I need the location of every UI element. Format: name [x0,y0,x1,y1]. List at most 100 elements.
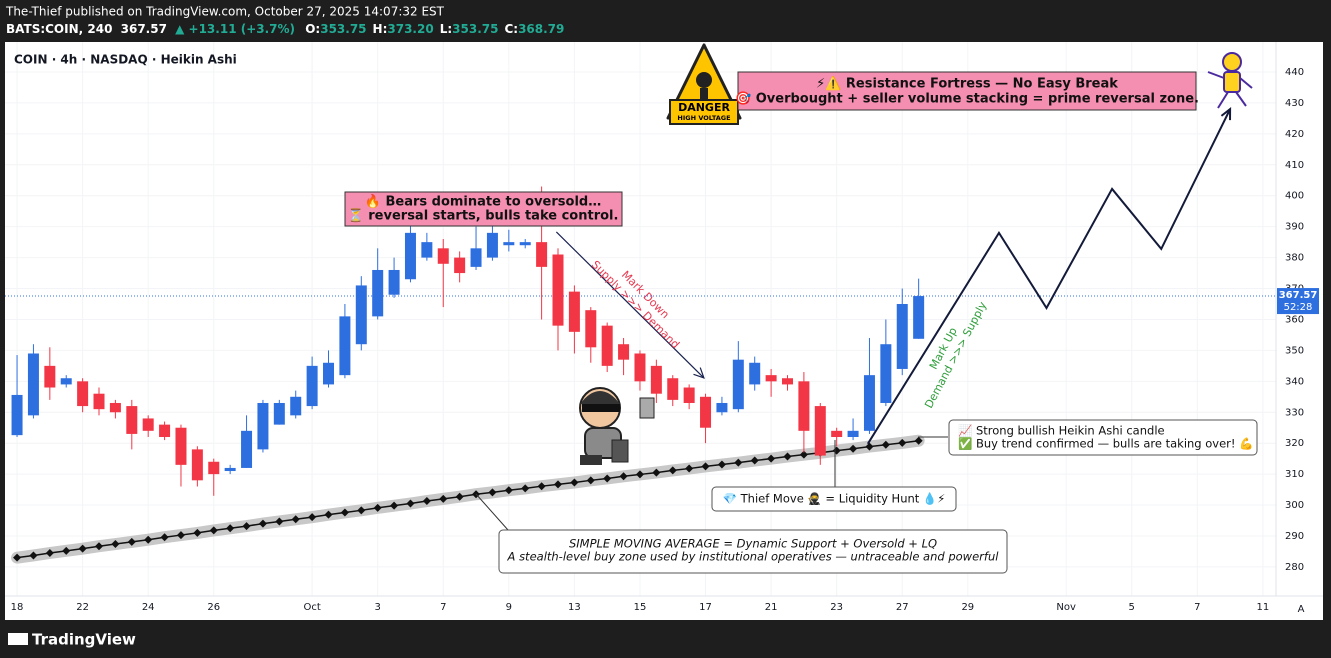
candle-body [27,353,39,416]
candle-body [536,242,548,267]
auto-scale-label[interactable]: A [1298,604,1305,615]
sma-point [127,537,136,546]
danger-icon: DANGER HIGH VOLTAGE [666,43,742,125]
candle-body [618,344,630,360]
sma-point [619,472,628,481]
sma-point [324,510,333,519]
sma-point [340,508,349,517]
drawing-line [866,108,1231,445]
annotation-box [737,71,1197,111]
y-tick-label: 430 [1285,98,1304,109]
sma-point [95,542,104,551]
candle-body [896,303,908,369]
sma-point [881,440,890,449]
y-tick-label: 340 [1285,376,1304,387]
y-tick-label: 350 [1285,345,1304,356]
sma-point [308,513,317,522]
y-tick-label: 360 [1285,314,1304,325]
sma-point [898,438,907,447]
candle-body [175,427,187,465]
sma-point [160,533,169,542]
annotation-box [498,529,1008,574]
sma-point [586,476,595,485]
y-tick-label: 380 [1285,253,1304,264]
sma-point [78,544,87,553]
header-line: The-Thief published on TradingView.com, … [5,5,445,19]
sma-point [570,478,579,487]
annotation-text: 🔥 Bears dominate to oversold… [365,194,601,210]
sma-point [226,524,235,533]
candle-body [11,394,23,436]
sma-point [488,488,497,497]
candle-body [208,461,220,475]
y-tick-label: 290 [1285,531,1304,542]
candle-body [716,402,728,413]
sma-point [685,464,694,473]
price: 367.57 [121,22,167,36]
candle-body [519,242,531,246]
sma-point [734,458,743,467]
candle-body [191,449,203,481]
sma-point [455,492,464,501]
brand: TradingView [8,631,136,649]
arrow-head [693,367,705,379]
ohlc-value: 353.75 [320,22,366,36]
candle-body [749,362,761,385]
annotation-text: A stealth-level buy zone used by institu… [507,550,1000,564]
sma-point [717,460,726,469]
y-tick-label: 330 [1285,407,1304,418]
sma-point [242,522,251,531]
x-tick-label: 7 [1194,602,1200,613]
candle-body [486,232,498,258]
brand-name: TradingView [32,631,136,649]
x-tick-label: 26 [207,602,220,613]
y-tick-label: 310 [1285,469,1304,480]
sma-point [914,436,923,445]
candle-body [109,402,121,413]
annotation-box [948,419,1258,456]
sma-point [209,526,218,535]
auto-scale-button[interactable] [1293,600,1309,616]
x-tick-label: 24 [142,602,155,613]
price-tag [1277,288,1319,315]
x-tick-label: Nov [1056,602,1076,613]
danger-text: HIGH VOLTAGE [677,114,730,122]
sma-point [750,456,759,465]
ohlc-label: C: [504,22,518,36]
candle-body [863,375,875,431]
y-tick-label: 390 [1285,222,1304,233]
y-tick-label: 420 [1285,129,1304,140]
candle-body [814,406,826,456]
candle-body [339,316,351,376]
candle-body [437,248,449,264]
drawing-line [555,231,705,379]
candle-body [552,254,564,326]
sma-point [406,499,415,508]
ohlc-value: 373.20 [387,22,433,36]
sma-point [668,466,677,475]
candle-body [568,291,580,332]
sma-point [62,546,71,555]
sma-point [521,484,530,493]
x-tick-label: 9 [506,602,512,613]
candle-body [503,242,515,246]
sma-point [554,480,563,489]
candle-body [765,375,777,382]
annotation-text: ✅ Buy trend confirmed — bulls are taking… [958,437,1254,451]
danger-text: DANGER [678,101,730,114]
arrow-head [1220,107,1232,121]
sma-point [373,503,382,512]
candle-body [650,365,662,394]
sma-point [603,474,612,483]
y-tick-label: 280 [1285,562,1304,573]
x-tick-label: 11 [1257,602,1270,613]
ohlc-value: 368.79 [518,22,564,36]
sma-point [439,494,448,503]
x-tick-label: 7 [440,602,446,613]
countdown: 52:28 [1284,302,1313,313]
sma-point [422,497,431,506]
candle-body [831,430,843,438]
candle-body [404,232,416,280]
candle-body [421,242,433,258]
sma-point [390,501,399,510]
